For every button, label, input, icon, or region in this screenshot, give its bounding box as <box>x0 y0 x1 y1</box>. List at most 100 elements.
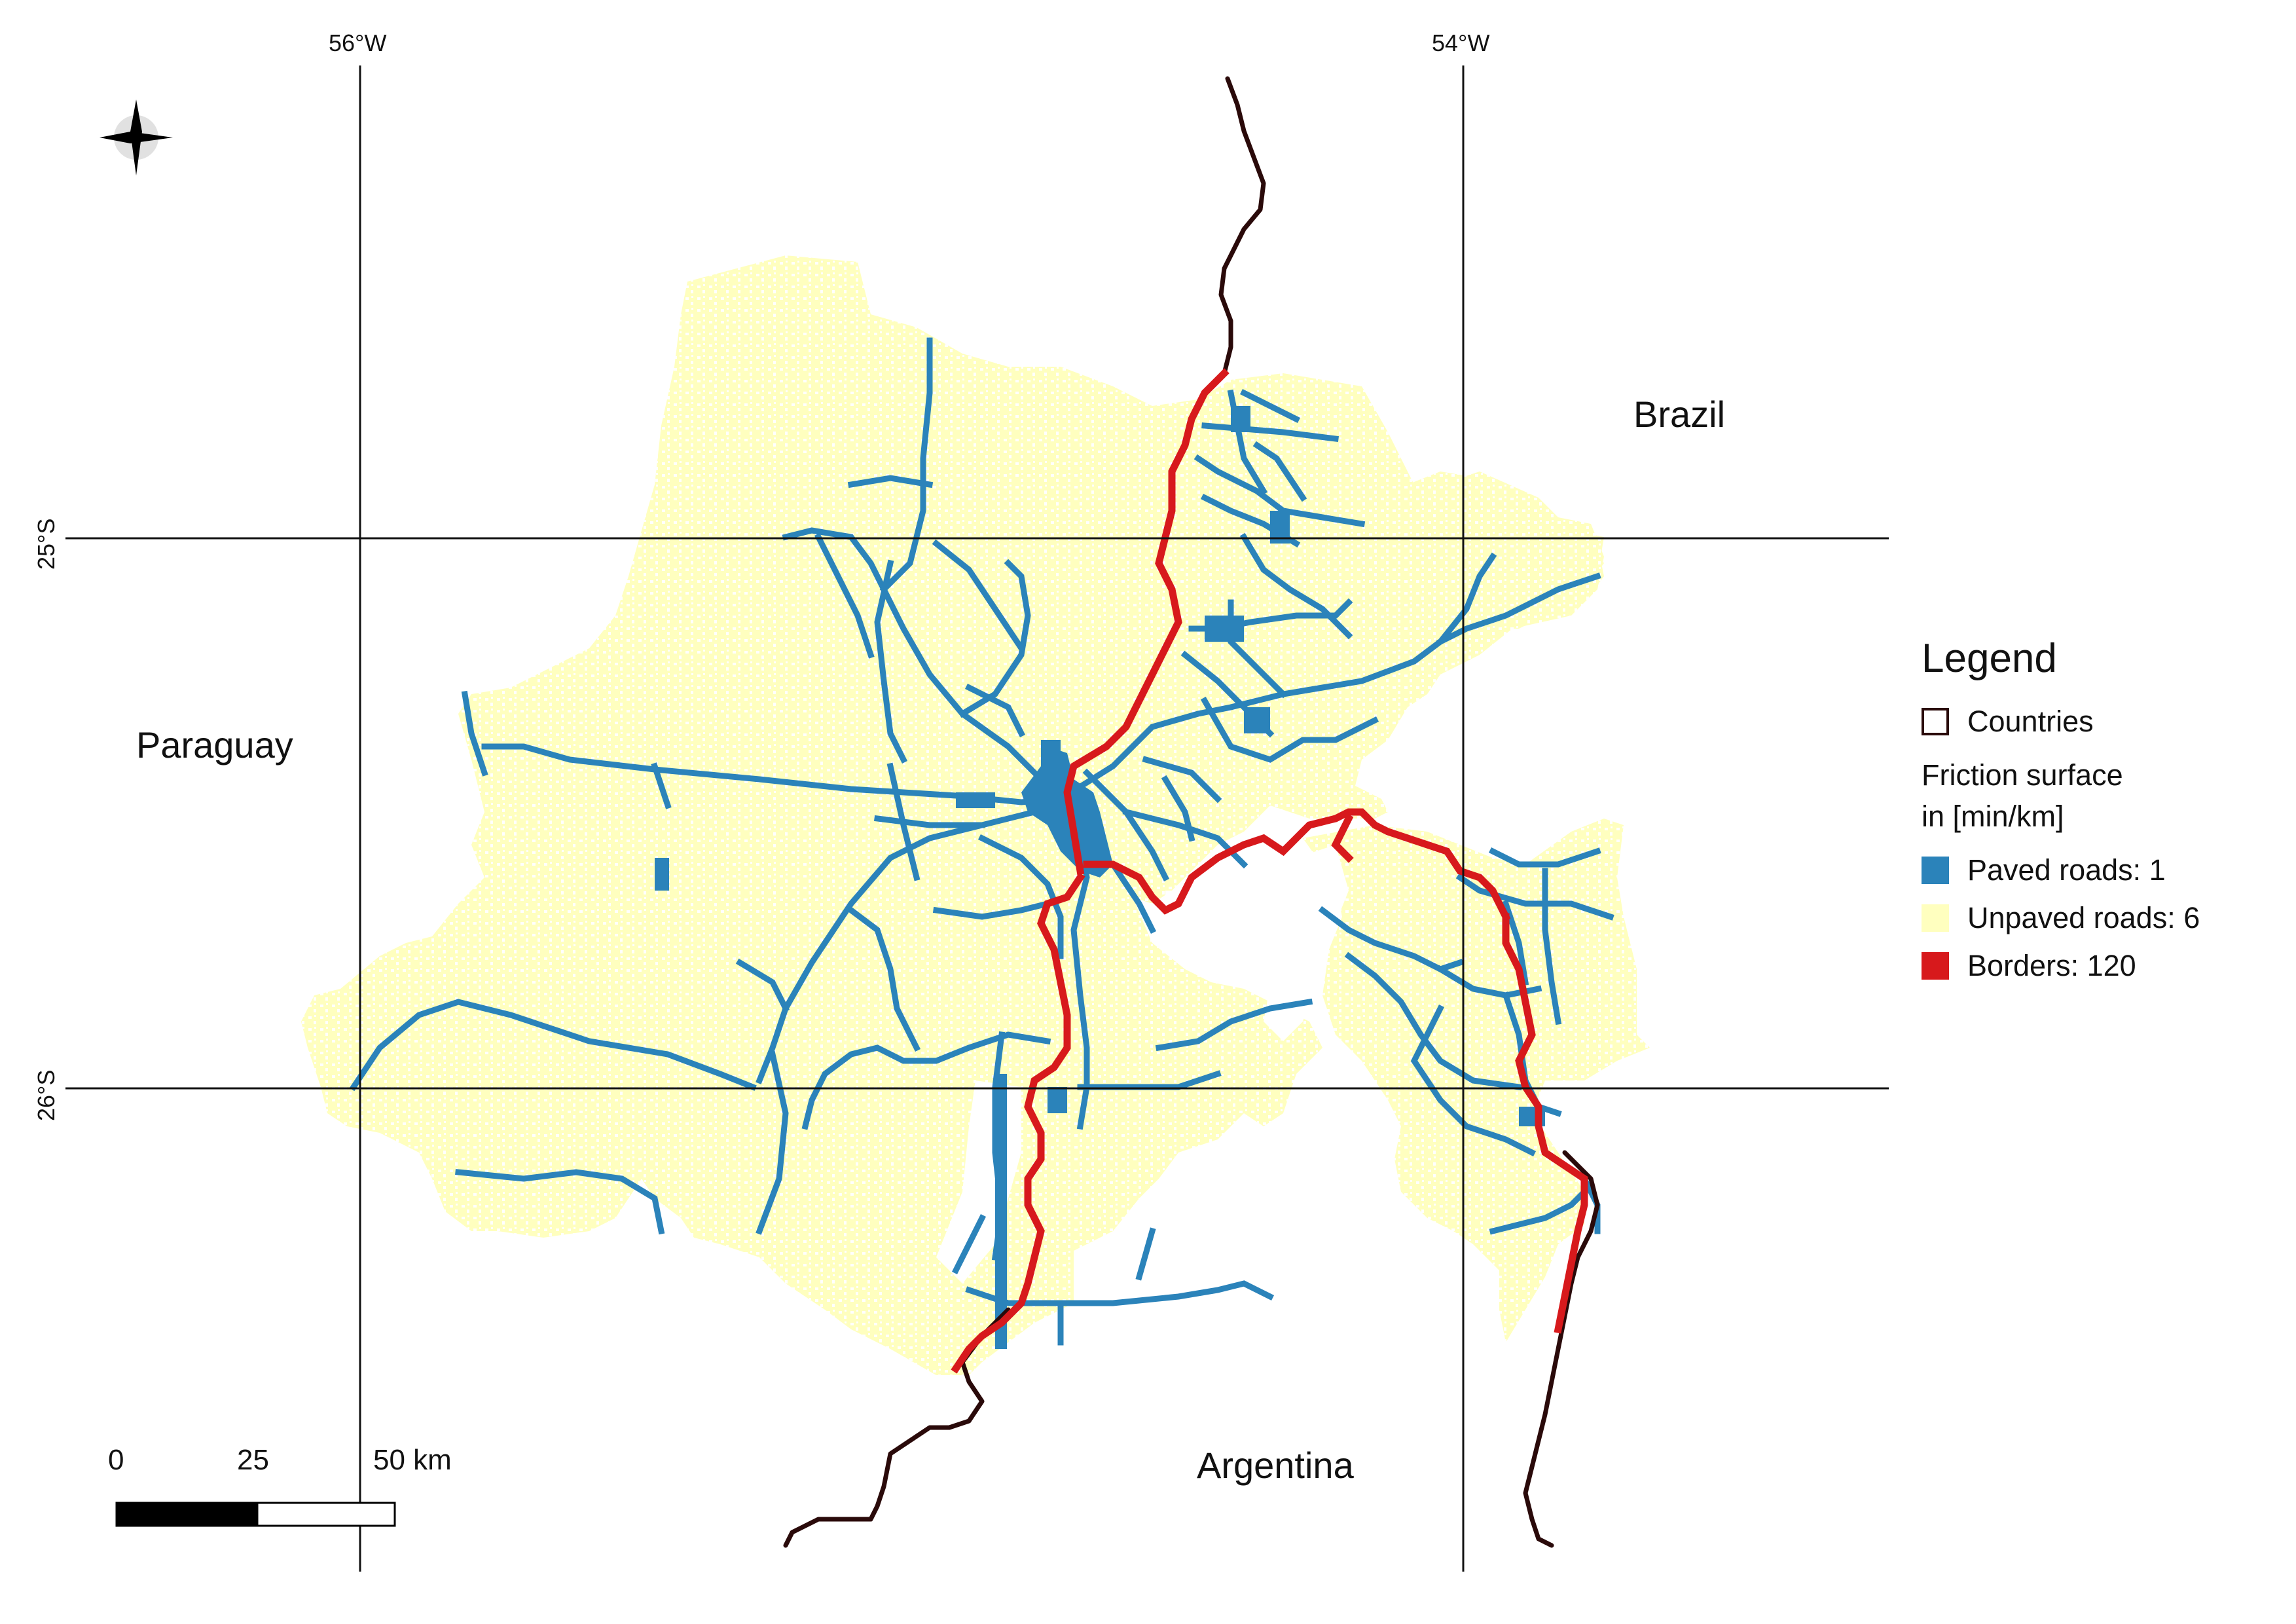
country-label-brazil: Brazil <box>1633 394 1726 435</box>
legend-friction-heading: Friction surface in [min/km] <box>1922 754 2200 837</box>
paved-road <box>873 815 985 828</box>
legend-swatch-borders <box>1922 951 1949 980</box>
scale-bar-black-segment <box>117 1503 257 1526</box>
paved-road <box>1200 696 1379 763</box>
paved-road <box>814 532 875 659</box>
country-boundary-uruguay-river <box>1523 1150 1600 1548</box>
border-segment <box>1331 813 1354 863</box>
paved-road <box>932 539 1026 653</box>
paved-road <box>756 1050 789 1235</box>
legend-item-unpaved: Unpaved roads: 6 <box>1922 903 2200 932</box>
paved-road <box>1082 768 1170 882</box>
compass-star-icon <box>100 100 173 175</box>
legend-label-borders: Borders: 120 <box>1967 949 2136 982</box>
road-cluster <box>995 1074 1007 1349</box>
paved-road <box>1489 1187 1589 1235</box>
unpaved-area-main <box>301 255 1604 1375</box>
graticule-label-56w: 56°W <box>329 29 387 56</box>
scale-bar-label-0: 0 <box>108 1444 124 1476</box>
paved-road <box>874 559 908 764</box>
paved-road <box>801 1031 1051 1130</box>
paved-road <box>1194 454 1366 528</box>
border-segment <box>951 872 1085 1374</box>
graticule-label-26s: 26°S <box>33 1069 60 1121</box>
unpaved-area-hole-east <box>1264 845 1349 1041</box>
legend-item-paved: Paved roads: 1 <box>1922 855 2200 885</box>
paved-road <box>1077 1070 1222 1090</box>
paved-road <box>1502 900 1529 986</box>
road-cluster <box>1231 406 1250 432</box>
borders-layer <box>951 368 1588 1374</box>
road-cluster <box>1048 1087 1067 1113</box>
legend-friction-title-line1: Friction surface <box>1922 758 2123 792</box>
paved-road <box>349 999 757 1092</box>
paved-road <box>964 683 1026 738</box>
paved-road <box>735 958 790 1013</box>
paved-road <box>847 475 934 489</box>
urban-block <box>956 792 995 808</box>
paved-road <box>1252 441 1307 502</box>
scale-bar-label-25: 25 <box>237 1444 269 1476</box>
legend-swatch-unpaved <box>1922 904 1949 932</box>
paved-road <box>847 906 921 1052</box>
paved-road <box>1056 552 1497 803</box>
paved-road <box>1344 951 1523 1091</box>
legend-swatch-countries <box>1922 707 1949 735</box>
legend-friction-title-line2: in [min/km] <box>1922 800 2064 833</box>
unpaved-area-hole-river <box>1165 891 1283 956</box>
scale-bar <box>115 1502 396 1527</box>
scale-bar-label-50km: 50 km <box>373 1444 452 1476</box>
paved-road <box>1161 775 1195 842</box>
paved-road <box>951 1213 987 1275</box>
road-cluster <box>655 858 669 891</box>
legend-label-paved: Paved roads: 1 <box>1967 853 2166 887</box>
country-outline-layer <box>783 76 1600 1548</box>
graticule-label-25s: 25°S <box>33 518 60 570</box>
paved-road <box>1155 998 1313 1052</box>
paved-road <box>932 900 1051 920</box>
road-cluster <box>1205 616 1244 642</box>
paved-road-clusters <box>655 406 1545 1349</box>
paved-road <box>455 1169 665 1235</box>
legend-title: Legend <box>1922 636 2057 681</box>
paved-roads-layer <box>349 337 1614 1346</box>
paved-road <box>1142 756 1222 803</box>
country-boundary-parana-south <box>783 1307 1011 1548</box>
paved-road <box>461 690 488 777</box>
border-segment <box>1502 913 1588 1334</box>
paved-road <box>481 743 1064 805</box>
border-segment <box>1083 808 1511 922</box>
paved-road <box>1410 1004 1537 1157</box>
legend-item-borders: Borders: 120 <box>1922 951 2200 980</box>
paved-road <box>651 762 672 809</box>
legend-label-unpaved: Unpaved roads: 6 <box>1967 901 2200 934</box>
legend: Legend Countries Friction surface in [mi… <box>1922 638 2200 999</box>
paved-road <box>1135 1227 1156 1281</box>
legend-swatch-paved <box>1922 856 1949 884</box>
scale-bar-white-segment <box>256 1502 396 1527</box>
paved-road <box>1239 388 1301 424</box>
paved-road <box>1542 868 1562 1025</box>
paved-road <box>1455 873 1614 921</box>
country-boundary-parana-north <box>1218 76 1266 376</box>
unpaved-roads-layer <box>301 255 1650 1375</box>
scale-bar-outline <box>115 1502 396 1527</box>
urban-block <box>1041 740 1061 766</box>
paved-road <box>1436 572 1601 646</box>
paved-road <box>977 834 1064 959</box>
unpaved-area-ne-strip <box>1440 517 1604 629</box>
graticule-label-54w: 54°W <box>1432 29 1490 56</box>
paved-road <box>782 527 1065 803</box>
country-label-paraguay: Paraguay <box>136 724 293 766</box>
legend-item-countries: Countries <box>1922 707 2200 736</box>
graticule <box>65 65 1889 1572</box>
paved-road <box>1488 847 1601 868</box>
paved-road <box>886 762 920 881</box>
paved-road <box>756 794 1065 1084</box>
legend-label-countries: Countries <box>1967 705 2094 738</box>
country-label-argentina: Argentina <box>1197 1445 1354 1486</box>
road-cluster <box>1244 707 1270 733</box>
border-segment <box>1063 368 1230 876</box>
compass-star-center <box>127 128 145 147</box>
